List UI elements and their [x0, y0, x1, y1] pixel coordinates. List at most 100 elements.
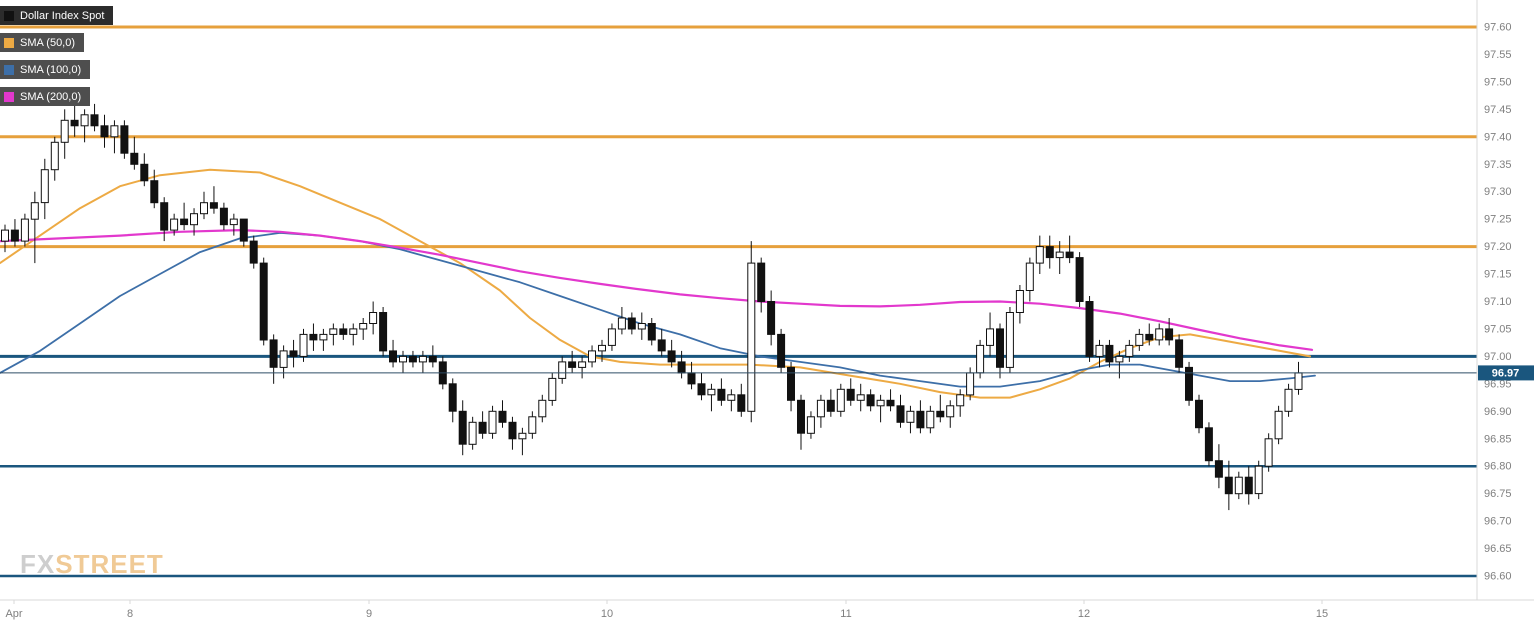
- price-tick-label: 96.85: [1484, 433, 1512, 445]
- candle-body: [200, 202, 208, 215]
- legend-sma50-label: SMA (50,0): [20, 36, 76, 49]
- candle-body: [1045, 246, 1054, 259]
- price-tick-label: 97.50: [1484, 76, 1512, 88]
- candle-body: [1145, 333, 1154, 341]
- candle-body: [667, 350, 676, 363]
- candle-body: [956, 394, 965, 407]
- candle-body: [10, 229, 19, 242]
- candle-body: [369, 312, 378, 324]
- candle-body: [1085, 301, 1094, 357]
- candle-body: [657, 339, 666, 352]
- time-tick-label: 12: [1078, 608, 1090, 620]
- candle-body: [259, 262, 268, 341]
- candle-body: [637, 323, 646, 330]
- candle-body: [468, 421, 477, 445]
- candle-body: [976, 344, 985, 374]
- candle-body: [806, 416, 815, 434]
- candle-body: [1155, 328, 1164, 341]
- candle-body: [319, 333, 328, 341]
- candle-body: [906, 410, 915, 423]
- candle-body: [617, 317, 626, 330]
- candle-body: [787, 366, 795, 401]
- candle-body: [1234, 476, 1243, 495]
- candle-body: [488, 410, 497, 434]
- candle-body: [1055, 251, 1064, 259]
- watermark-fx-text: FX: [20, 549, 56, 579]
- candle-body: [916, 410, 925, 429]
- candle-body: [120, 125, 129, 154]
- candle-body: [60, 119, 69, 143]
- candle-body: [836, 388, 845, 412]
- price-tick-label: 97.45: [1484, 104, 1512, 116]
- price-axis[interactable]: 97.60 97.55 97.50 97.45 97.40 97.35 97.30 97.25…: [1476, 0, 1534, 600]
- candle-body: [627, 317, 636, 330]
- candle-body: [100, 125, 109, 138]
- sma-line-sma50: [0, 168, 1311, 399]
- sma50-color-swatch-icon: [4, 37, 14, 48]
- candle-body: [677, 361, 686, 374]
- candle-body: [1244, 476, 1253, 495]
- legend-instrument[interactable]: Dollar Index Spot: [0, 6, 114, 25]
- candle-body: [1264, 438, 1273, 467]
- candle-body: [309, 333, 318, 341]
- chart-legend: Dollar Index Spot SMA (50,0) SMA (100,0)…: [0, 6, 114, 106]
- candle-body: [846, 388, 855, 401]
- legend-instrument-label: Dollar Index Spot: [20, 9, 105, 22]
- candle-body: [1065, 251, 1074, 259]
- candle-body: [289, 350, 298, 357]
- candle-body: [926, 410, 935, 429]
- candle-body: [518, 432, 527, 440]
- price-tick-label: 96.75: [1484, 488, 1512, 500]
- candle-body: [180, 218, 189, 226]
- legend-sma200[interactable]: SMA (200,0): [0, 87, 91, 106]
- candle-body: [578, 361, 587, 368]
- candle-body: [607, 328, 616, 346]
- candle-body: [717, 388, 726, 401]
- candles: [1, 98, 1303, 511]
- candle-body: [647, 323, 656, 341]
- candle-body: [866, 394, 875, 407]
- legend-sma100-label: SMA (100,0): [20, 63, 82, 76]
- candle-body: [478, 421, 487, 434]
- candle-body: [936, 410, 945, 418]
- candle-body: [458, 410, 467, 445]
- time-axis[interactable]: Apr 8 9 10 11 12 15: [0, 599, 1534, 620]
- candle-body: [20, 218, 29, 242]
- price-tick-label: 97.15: [1484, 269, 1512, 281]
- price-tick-label: 97.55: [1484, 49, 1512, 61]
- candle-body: [418, 355, 427, 363]
- candle-body: [399, 355, 407, 363]
- candle-body: [1254, 465, 1263, 495]
- time-tick-label: 10: [601, 608, 613, 620]
- candle-body: [816, 399, 825, 418]
- candle-body: [40, 169, 49, 204]
- candle-body: [558, 361, 567, 379]
- candle-body: [80, 114, 89, 127]
- candle-body: [408, 355, 417, 363]
- time-tick-label: 8: [127, 608, 133, 620]
- candle-body: [568, 361, 577, 368]
- candle-body: [379, 312, 388, 352]
- price-tick-label: 96.90: [1484, 406, 1512, 418]
- current-price-badge: [1478, 365, 1534, 381]
- candle-body: [856, 394, 865, 401]
- candle-body: [1165, 328, 1174, 341]
- candle-body: [538, 399, 547, 418]
- candle-body: [687, 372, 696, 385]
- candle-body: [140, 163, 149, 182]
- candle-body: [1005, 312, 1014, 368]
- candle-body: [1105, 344, 1114, 363]
- candle-body: [777, 333, 786, 368]
- legend-sma100[interactable]: SMA (100,0): [0, 60, 91, 79]
- candle-body: [1204, 427, 1213, 462]
- price-tick-label: 96.65: [1484, 543, 1512, 555]
- candle-body: [966, 372, 975, 396]
- price-tick-label: 96.70: [1484, 516, 1512, 528]
- candle-body: [150, 180, 159, 204]
- candle-body: [1075, 257, 1084, 303]
- price-tick-label: 97.30: [1484, 186, 1512, 198]
- candle-body: [1, 229, 9, 242]
- legend-sma50[interactable]: SMA (50,0): [0, 33, 85, 52]
- candle-body: [1195, 399, 1203, 429]
